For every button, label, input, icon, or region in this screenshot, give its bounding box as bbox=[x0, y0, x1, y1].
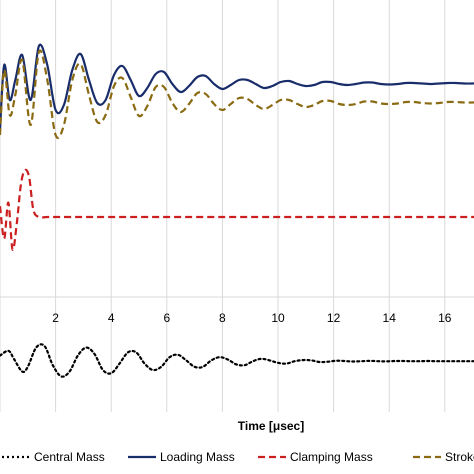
x-tick-label-2: 2 bbox=[52, 311, 59, 325]
legend-label-loading-mass: Loading Mass bbox=[160, 450, 235, 464]
x-tick-label-16: 16 bbox=[438, 311, 452, 325]
x-tick-label-6: 6 bbox=[163, 311, 170, 325]
series-line-loading-mass bbox=[0, 43, 474, 131]
series-layer bbox=[0, 43, 474, 378]
x-tick-labels: 2 4 6 8 10 12 14 16 bbox=[52, 311, 452, 325]
vertical-gridlines bbox=[0, 0, 446, 412]
x-tick-label-14: 14 bbox=[383, 311, 397, 325]
legend-label-clamping-mass: Clamping Mass bbox=[290, 450, 373, 464]
x-tick-label-8: 8 bbox=[219, 311, 226, 325]
legend: Central Mass Loading Mass Clamping Mass Str… bbox=[2, 450, 474, 464]
series-line-central-mass bbox=[0, 343, 474, 378]
series-line-clamping-mass bbox=[0, 168, 474, 251]
legend-label-stroke: Stroke bbox=[445, 450, 474, 464]
x-tick-label-10: 10 bbox=[271, 311, 285, 325]
x-tick-label-12: 12 bbox=[327, 311, 341, 325]
x-tick-label-4: 4 bbox=[108, 311, 115, 325]
x-axis-title: Time [μsec] bbox=[238, 419, 304, 433]
legend-label-central-mass: Central Mass bbox=[34, 450, 105, 464]
series-line-stroke bbox=[0, 49, 474, 139]
